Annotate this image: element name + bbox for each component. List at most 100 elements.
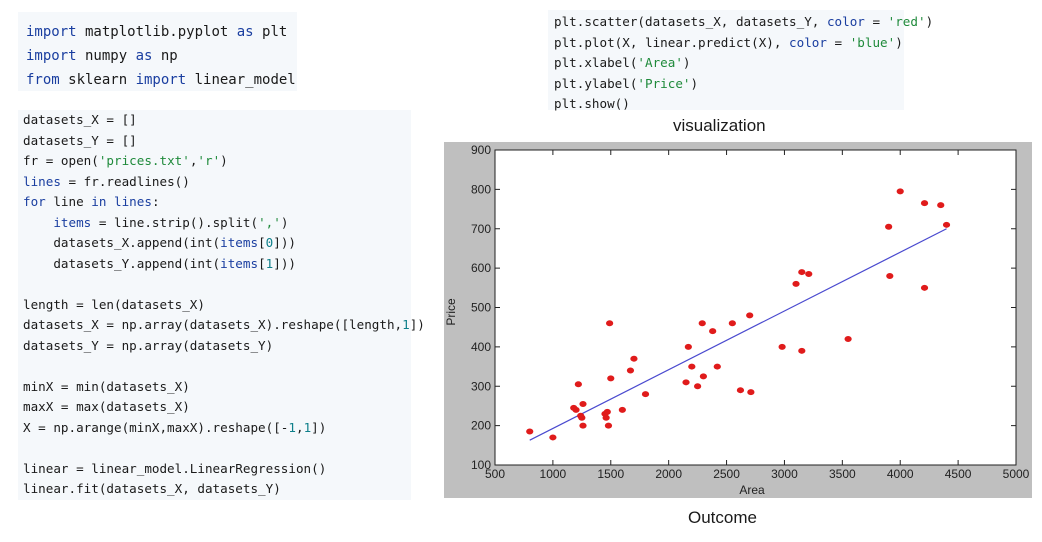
scatter-point (526, 428, 534, 435)
x-tick-label: 4500 (945, 467, 972, 481)
code-token: = (826, 34, 850, 50)
code-token: linear_model (186, 72, 296, 88)
code-line: import numpy as np (26, 44, 297, 68)
code-token: in (91, 194, 107, 209)
code-token: from (26, 72, 60, 88)
scatter-point (630, 355, 638, 362)
scatter-point (920, 200, 929, 207)
code-token: 'Price' (637, 75, 691, 91)
scatter-point (886, 273, 894, 279)
code-token: plt.xlabel( (554, 55, 638, 70)
caption-visualization: visualization (673, 116, 766, 135)
code-token: plt.scatter(datasets_X, datasets_Y, (554, 14, 827, 29)
code-token: datasets_Y = np.array(datasets_Y) (23, 337, 274, 353)
scatter-point (578, 414, 586, 421)
code-token: plt.plot(X, linear.predict(X), (554, 34, 790, 50)
code-token: ])) (273, 255, 296, 271)
code-token: 1 (303, 419, 312, 435)
code-token: import (26, 48, 77, 64)
scatter-chart: 500 1000 1500 2000 2500 3000 3500 4000 4500 5000 1… (444, 142, 1032, 498)
code-token: plt.ylabel( (554, 75, 638, 91)
x-tick-label: 500 (485, 467, 505, 481)
code-token: ) (220, 153, 228, 168)
scatter-point (747, 389, 755, 396)
code-line: lines = fr.readlines() (23, 172, 411, 193)
code-token: length = len(datasets_X) (23, 296, 205, 312)
code-line: linear = linear_model.LinearRegression() (23, 459, 411, 480)
code-token: ) (682, 55, 691, 70)
code-line: datasets_Y = np.array(datasets_Y) (23, 336, 411, 357)
scatter-point (699, 373, 707, 380)
scatter-point (579, 422, 587, 429)
code-line: for line in lines: (23, 192, 411, 213)
code-line: datasets_X = np.array(datasets_X).reshap… (23, 315, 425, 336)
code-token: color (789, 34, 827, 50)
code-token: 'red' (887, 14, 926, 29)
code-token: line (45, 194, 92, 209)
code-token: = fr.readlines() (60, 173, 190, 189)
code-token: items (220, 235, 259, 250)
y-tick-label: 900 (471, 143, 491, 157)
code-token: maxX = max(datasets_X) (23, 399, 190, 414)
y-tick-label: 700 (471, 222, 491, 236)
code-token: as (236, 24, 254, 40)
code-token (106, 194, 114, 209)
code-token: datasets_X = np.array(datasets_X).reshap… (23, 317, 403, 332)
code-token: ]) (409, 317, 425, 332)
code-token: 1 (402, 317, 410, 332)
scatter-point (937, 202, 945, 209)
code-token: ])) (273, 235, 296, 250)
scatter-point (604, 422, 613, 429)
code-token: plt (253, 24, 288, 40)
y-tick-label: 300 (471, 379, 491, 393)
caption-outcome: Outcome (688, 508, 757, 527)
scatter-point (641, 391, 650, 398)
code-token: datasets_X.append(int( (23, 235, 221, 250)
code-block-imports: import matplotlib.pyplot as plt import nu… (18, 12, 297, 91)
y-tick-label: 200 (471, 419, 491, 433)
code-token: 'Area' (637, 55, 683, 70)
code-token: linear.fit(datasets_X, datasets_Y) (23, 481, 281, 496)
x-tick-label: 2500 (713, 467, 740, 481)
regression-line (529, 228, 947, 441)
scatter-point (607, 375, 615, 382)
code-token: plt.show() (554, 96, 630, 111)
scatter-point (618, 406, 626, 413)
scatter-point (885, 223, 893, 230)
code-line: length = len(datasets_X) (23, 295, 411, 316)
scatter-point (798, 269, 806, 276)
scatter-point (688, 363, 696, 370)
code-token: lines (23, 173, 61, 189)
scatter-point (844, 336, 852, 342)
scatter-point (682, 379, 690, 386)
code-token: minX = min(datasets_X) (23, 378, 190, 394)
y-tick-label: 100 (471, 458, 491, 472)
code-token: fr = open( (23, 153, 99, 168)
code-token: ]) (311, 419, 327, 435)
code-token (23, 215, 53, 230)
code-token: , (295, 419, 304, 435)
code-line (23, 274, 411, 295)
scatter-point (728, 320, 736, 327)
chart-y-label: Price (444, 298, 458, 326)
code-token: import (135, 72, 187, 88)
code-line: plt.plot(X, linear.predict(X), color = '… (554, 33, 904, 54)
scatter-point (606, 320, 614, 327)
chart-x-label: Area (739, 483, 765, 497)
code-line: maxX = max(datasets_X) (23, 397, 411, 418)
y-tick-label: 800 (471, 182, 491, 196)
chart-plot-area (494, 149, 1017, 466)
code-line: datasets_X = [] (23, 110, 411, 131)
x-tick-label: 1000 (540, 467, 567, 481)
code-line: plt.scatter(datasets_X, datasets_Y, colo… (554, 12, 933, 33)
scatter-point (920, 284, 929, 291)
x-tick-label: 1500 (597, 467, 624, 481)
code-token: items (53, 214, 92, 230)
x-tick-label: 3000 (771, 467, 798, 481)
code-token: 'prices.txt' (98, 153, 190, 168)
scatter-point (778, 343, 786, 350)
scatter-point (896, 188, 904, 195)
code-line: datasets_Y.append(int(items[1])) (23, 254, 411, 275)
code-token: sklearn (59, 72, 136, 88)
code-line: datasets_X.append(int(items[0])) (23, 233, 411, 254)
